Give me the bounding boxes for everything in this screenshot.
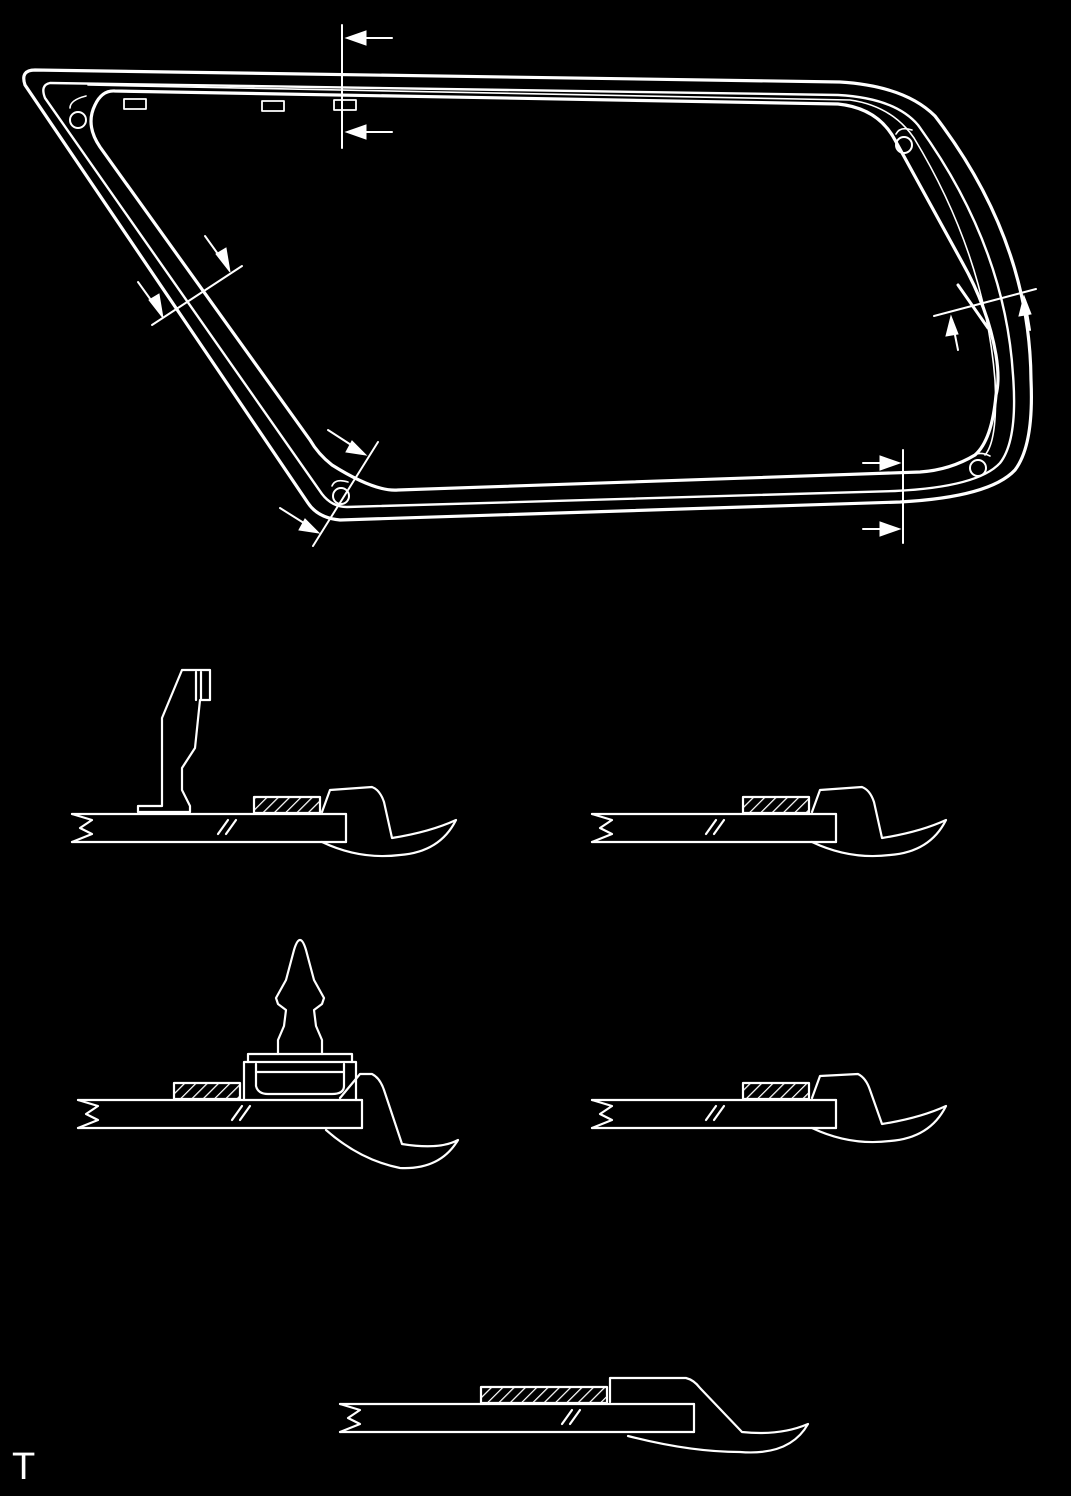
- stud-circle-top-left: [69, 111, 87, 129]
- glass-inner-opening: [89, 89, 1000, 492]
- adhesive-tape-3: [172, 1081, 242, 1101]
- clip-rect-1: [123, 98, 147, 110]
- clip-rect-3: [333, 99, 357, 111]
- section-view-1: [70, 668, 458, 858]
- stud-circle-bottom-right: [969, 459, 987, 477]
- arrow-bottom-right-1: [879, 455, 902, 471]
- clip-base: [242, 1060, 358, 1102]
- adhesive-tape-5: [479, 1385, 609, 1405]
- adhesive-tape-4: [741, 1081, 811, 1101]
- section-view-2: [590, 785, 948, 858]
- molding-4: [810, 1072, 948, 1144]
- section-markers: [137, 24, 1037, 547]
- section-view-3: [76, 938, 460, 1170]
- glass-molding-line: [42, 81, 1016, 509]
- adhesive-tape-2: [741, 795, 811, 815]
- glass-outer-edge: [22, 68, 1033, 522]
- arrow-bottom-left-2: [298, 518, 321, 534]
- arrow-bottom-left-1: [345, 440, 368, 456]
- clip-rect-2: [261, 100, 285, 112]
- arrow-left-2: [148, 293, 164, 319]
- molding-3: [324, 1072, 460, 1170]
- arrow-bottom-right-2: [879, 521, 902, 537]
- molding-1: [320, 785, 458, 858]
- glass-edge-break: [70, 812, 94, 844]
- arrow-left-1: [215, 247, 231, 273]
- arrow-right-1: [945, 314, 959, 337]
- arrow-top-2: [344, 124, 367, 140]
- window-glass-outline: [22, 68, 1033, 522]
- molding-2: [810, 785, 948, 858]
- glass-inner-trim-line: [87, 84, 997, 456]
- molding-5: [608, 1376, 810, 1454]
- push-pin-clip: [274, 938, 326, 1056]
- section-view-4: [590, 1072, 948, 1144]
- corner-label: T: [12, 1446, 36, 1488]
- adhesive-tape-1: [252, 795, 322, 815]
- arrow-right-2: [1018, 294, 1032, 317]
- stud-circle-bottom-left: [332, 487, 350, 505]
- bracket-clip: [136, 668, 212, 814]
- arrow-top-1: [344, 30, 367, 46]
- section-view-5: [338, 1376, 810, 1454]
- stud-circle-top-right: [895, 136, 913, 154]
